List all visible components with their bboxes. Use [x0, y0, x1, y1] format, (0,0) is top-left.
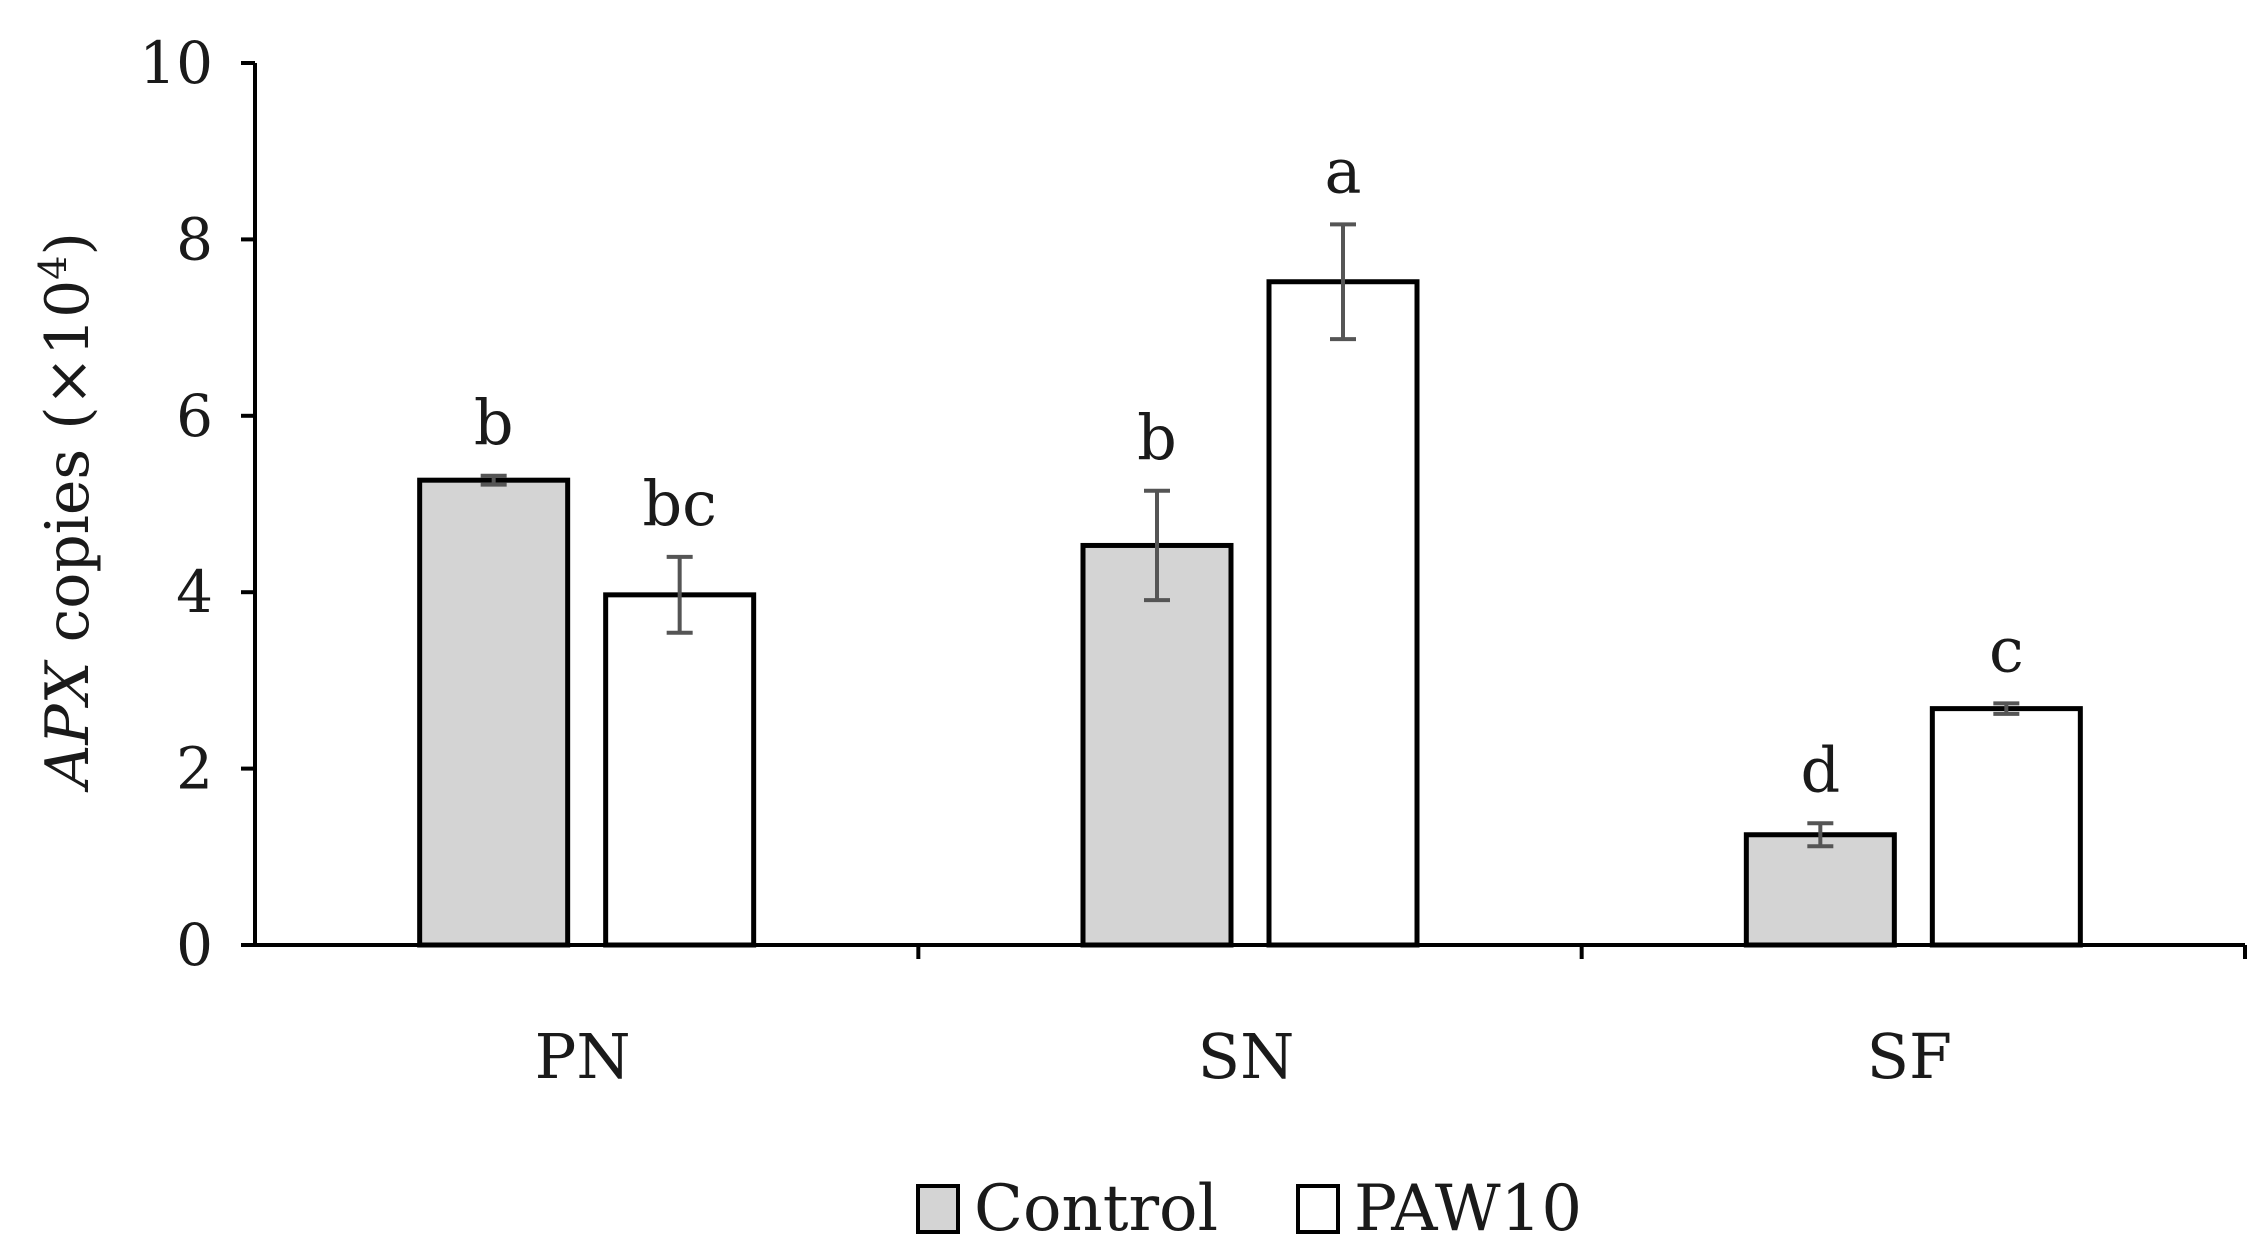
y-axis-title-italic: APX: [33, 659, 103, 793]
y-tick-label: 4: [176, 558, 213, 626]
significance-label: b: [1137, 401, 1177, 474]
significance-label: d: [1800, 733, 1840, 806]
y-axis-title-close: ): [33, 232, 103, 255]
legend-label-control: Control: [974, 1172, 1218, 1246]
legend-swatch-control: [916, 1184, 960, 1234]
labels-layer: b bc PN b a SN d c SF: [474, 134, 2024, 1093]
y-axis-title-text: copies (×10: [33, 280, 103, 662]
y-tick-label: 8: [176, 205, 213, 273]
significance-label: c: [1989, 613, 2024, 686]
significance-label: a: [1325, 134, 1362, 207]
bar-control-sn: [1080, 542, 1234, 948]
legend: Control PAW10: [916, 1172, 1582, 1246]
bar-paw10-sn: [1266, 279, 1420, 948]
significance-label: bc: [642, 467, 716, 540]
axes-layer: 0 2 4 6 8 10: [139, 29, 2247, 979]
y-tick-label: 6: [176, 382, 213, 450]
legend-swatch-paw10: [1296, 1184, 1340, 1234]
x-category-label: SN: [1198, 1020, 1295, 1093]
x-category-label: PN: [535, 1020, 631, 1093]
bar-control-pn: [417, 477, 571, 948]
y-tick-label: 10: [139, 29, 213, 97]
y-tick-label: 0: [176, 911, 213, 979]
y-tick-label: 2: [176, 735, 213, 803]
bar-paw10-pn: [603, 592, 757, 948]
y-axis-title-sup: 4: [31, 256, 75, 280]
bars-layer: [417, 222, 2083, 948]
bar-paw10-sf: [1929, 706, 2083, 948]
y-axis-title: APX copies (×104): [31, 232, 103, 793]
significance-label: b: [474, 386, 514, 459]
bar-control-sf: [1743, 832, 1897, 948]
legend-label-paw10: PAW10: [1354, 1172, 1582, 1246]
x-category-label: SF: [1867, 1020, 1953, 1093]
